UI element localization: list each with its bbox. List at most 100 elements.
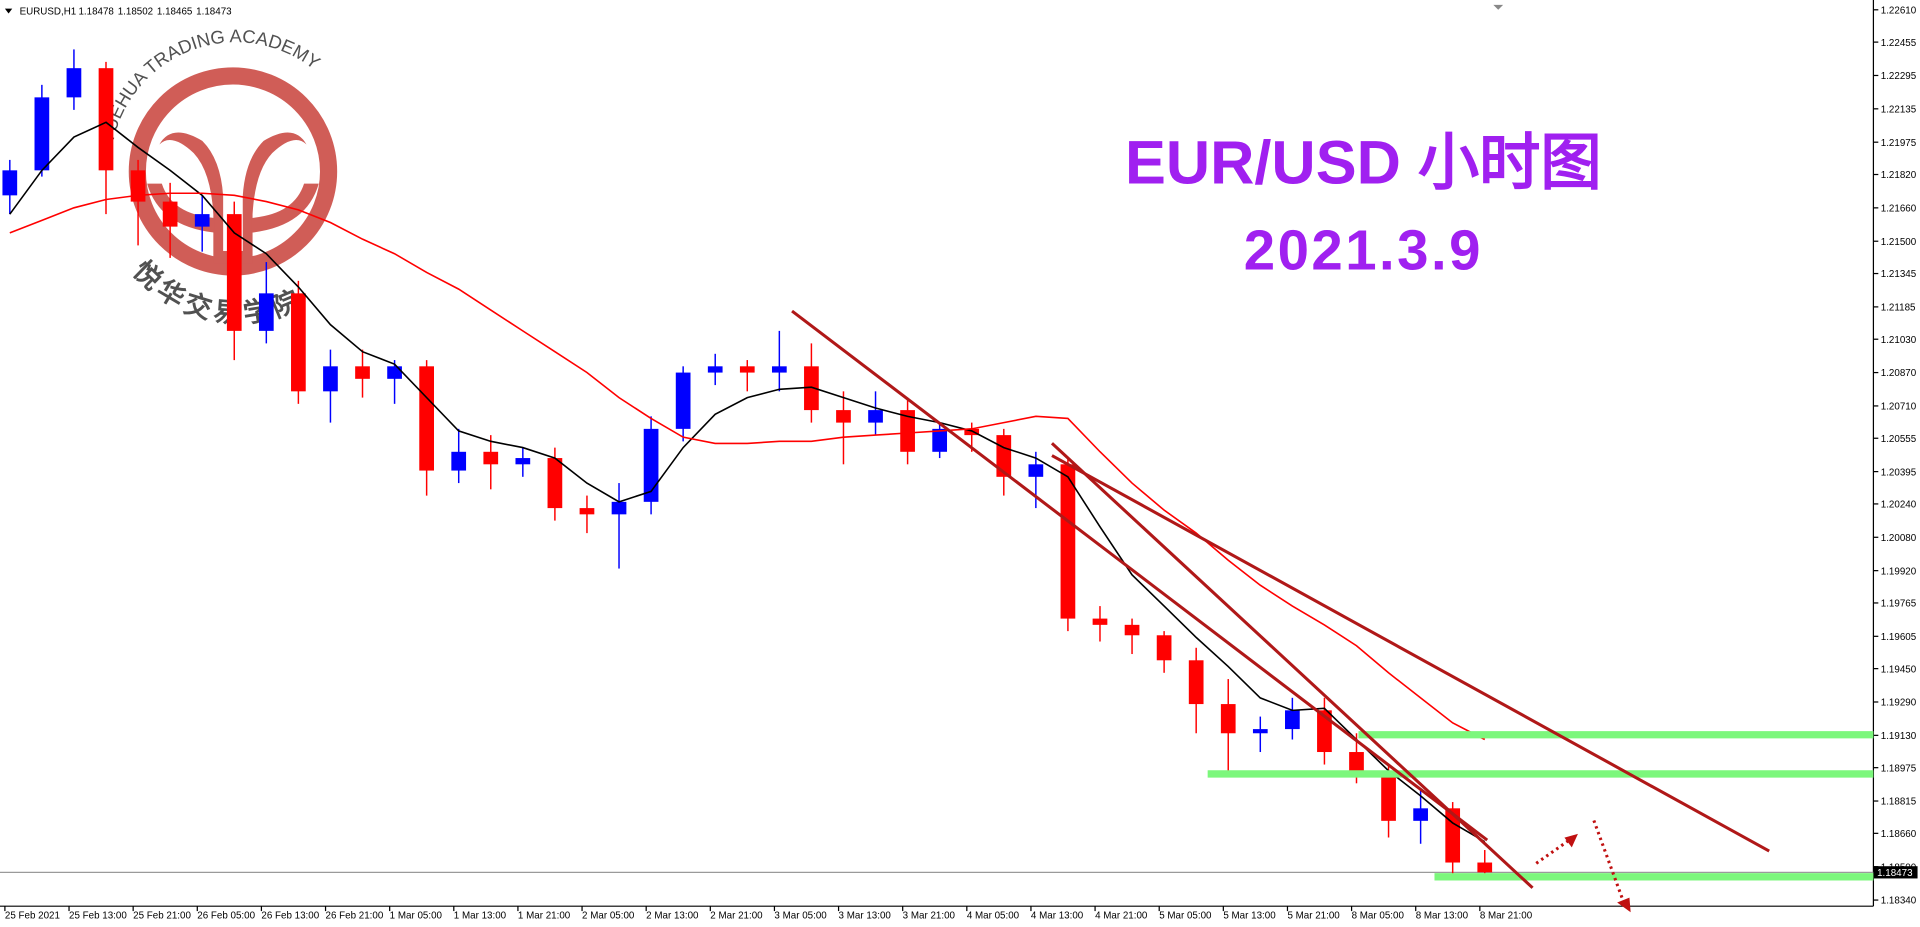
- candle-body: [98, 68, 114, 171]
- candle-body: [323, 366, 338, 392]
- x-tick-label: 1 Mar 21:00: [518, 910, 571, 921]
- candle-body: [739, 366, 755, 373]
- x-tick-label: 25 Feb 21:00: [133, 910, 191, 921]
- candle-body: [1349, 752, 1364, 771]
- y-tick-label: 1.19290: [1881, 698, 1917, 709]
- x-tick-label: 25 Feb 2021: [5, 910, 60, 921]
- x-tick-label: 2 Mar 13:00: [646, 910, 699, 921]
- y-tick-label: 1.21500: [1881, 237, 1917, 248]
- x-tick-label: 5 Mar 21:00: [1287, 910, 1340, 921]
- x-tick-label: 26 Feb 21:00: [326, 910, 384, 921]
- subtitle: 2021.3.9: [1244, 218, 1483, 281]
- candle-body: [1285, 710, 1300, 730]
- y-tick-label: 1.22610: [1881, 5, 1917, 16]
- x-tick-label: 8 Mar 05:00: [1352, 910, 1405, 921]
- title: EUR/USD 小时图: [1125, 129, 1602, 197]
- drawings: [791, 309, 1874, 913]
- header-high: 1.18502: [118, 7, 153, 18]
- y-tick-label: 1.22295: [1881, 71, 1917, 82]
- arrow-head: [1617, 897, 1631, 913]
- y-tick-label: 1.21975: [1881, 138, 1917, 149]
- candle-body: [804, 366, 819, 411]
- y-tick-label: 1.21030: [1881, 335, 1917, 346]
- last-price-label: 1.18473: [1877, 868, 1913, 879]
- candle-body: [1445, 808, 1461, 863]
- candle-body: [1092, 618, 1108, 625]
- x-tick-label: 8 Mar 21:00: [1480, 910, 1533, 921]
- header-close: 1.18473: [196, 7, 232, 18]
- candle-body: [868, 410, 883, 423]
- x-tick-label: 26 Feb 05:00: [197, 910, 255, 921]
- candle-body: [1124, 624, 1140, 636]
- y-tick-label: 1.18975: [1881, 763, 1917, 774]
- x-tick-label: 1 Mar 05:00: [390, 910, 443, 921]
- x-tick-label: 4 Mar 13:00: [1031, 910, 1084, 921]
- candle-body: [900, 410, 915, 452]
- candle-body: [2, 170, 18, 196]
- candle-body: [1381, 770, 1396, 821]
- candle-body: [515, 458, 531, 465]
- candle-body: [419, 366, 434, 471]
- y-tick-label: 1.21185: [1881, 303, 1916, 314]
- arrow-down: [1592, 819, 1625, 902]
- candle-body: [932, 428, 948, 452]
- menu-arrow[interactable]: [4, 8, 13, 14]
- candle-body: [291, 293, 306, 392]
- y-tick-label: 1.20710: [1881, 402, 1917, 413]
- y-tick-label: 1.20395: [1881, 467, 1917, 478]
- candle-body: [707, 366, 723, 373]
- x-tick-label: 5 Mar 05:00: [1159, 910, 1212, 921]
- y-tick-label: 1.18340: [1881, 896, 1917, 907]
- x-tick-label: 1 Mar 13:00: [454, 910, 507, 921]
- candle-body: [547, 458, 563, 509]
- moving-average: [9, 192, 1486, 741]
- arrow-up: [1535, 838, 1571, 865]
- y-tick-label: 1.20555: [1881, 434, 1917, 445]
- candle-body: [451, 451, 467, 471]
- candle-body: [1188, 660, 1204, 705]
- x-tick-label: 2 Mar 21:00: [710, 910, 763, 921]
- last-price-box: [1873, 866, 1918, 879]
- candle-body: [194, 214, 210, 227]
- y-tick-label: 1.20870: [1881, 368, 1917, 379]
- y-tick-label: 1.18660: [1881, 829, 1917, 840]
- y-tick-label: 1.21820: [1881, 170, 1917, 181]
- trend-line: [791, 309, 1489, 842]
- y-tick-label: 1.19920: [1881, 566, 1917, 577]
- y-tick-label: 1.19765: [1881, 599, 1917, 610]
- y-tick-label: 1.20240: [1881, 500, 1917, 511]
- y-tick-label: 1.22455: [1881, 38, 1917, 49]
- x-tick-label: 8 Mar 13:00: [1416, 910, 1469, 921]
- x-tick-label: 3 Mar 13:00: [839, 910, 892, 921]
- y-tick-label: 1.21345: [1881, 269, 1917, 280]
- y-tick-label: 1.19130: [1881, 731, 1917, 742]
- candle-body: [1477, 862, 1493, 873]
- header-low: 1.18465: [157, 7, 193, 18]
- candle-body: [1252, 729, 1268, 734]
- candle-body: [66, 68, 82, 98]
- symbol: EURUSD,H1: [20, 7, 77, 18]
- x-tick-label: 5 Mar 13:00: [1223, 910, 1276, 921]
- candle-body: [162, 201, 178, 227]
- y-tick-label: 1.20080: [1881, 533, 1917, 544]
- candle-body: [836, 410, 851, 423]
- candle-body: [258, 293, 274, 331]
- y-tick-label: 1.22135: [1881, 105, 1917, 116]
- candle-body: [1028, 464, 1044, 477]
- x-tick-label: 4 Mar 05:00: [967, 910, 1020, 921]
- y-tick-label: 1.21660: [1881, 204, 1917, 215]
- shift-marker: [1493, 4, 1504, 10]
- x-tick-label: 2 Mar 05:00: [582, 910, 635, 921]
- plot: 1.22610 1.22455 1.22295 1.22135 1.21975 1.218…: [0, 5, 1918, 921]
- y-tick-label: 1.19450: [1881, 664, 1917, 675]
- candle-body: [1413, 808, 1428, 821]
- x-tick-label: 4 Mar 21:00: [1095, 910, 1148, 921]
- trend-line: [1050, 442, 1534, 889]
- logo-symbol: [147, 183, 319, 233]
- arrow-head: [1564, 833, 1578, 848]
- y-tick-label: 1.19605: [1881, 632, 1917, 643]
- candle-body: [579, 508, 595, 515]
- candle-body: [1220, 704, 1236, 734]
